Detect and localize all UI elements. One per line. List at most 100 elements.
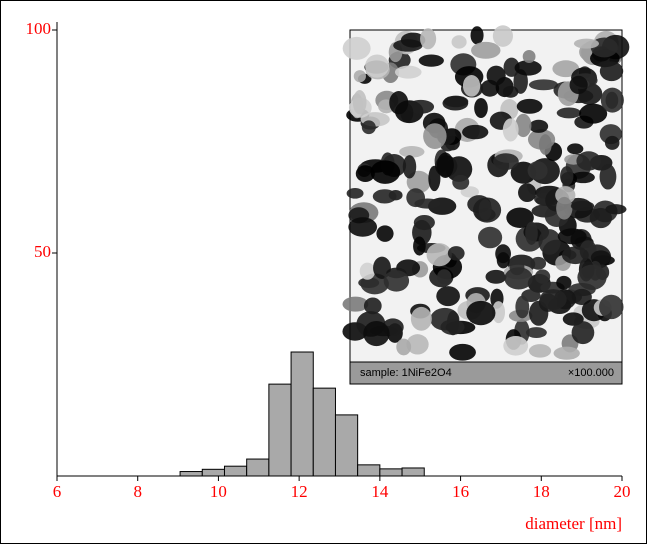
micrograph-particle — [573, 38, 599, 49]
micrograph-particle — [604, 135, 620, 150]
micrograph-particle — [556, 107, 582, 119]
bar — [357, 464, 381, 477]
micrograph-particle — [553, 346, 580, 360]
micrograph-particle — [525, 327, 547, 339]
micrograph-particle — [410, 306, 432, 331]
micrograph-particle — [529, 119, 549, 133]
micrograph-particle — [447, 246, 465, 261]
micrograph-particle — [599, 294, 624, 320]
micrograph-particle — [443, 95, 469, 108]
bar — [334, 414, 359, 477]
micrograph-particle — [557, 228, 587, 245]
micrograph-particle — [346, 187, 364, 199]
micrograph-particle — [503, 335, 529, 356]
micrograph-particle — [504, 267, 533, 290]
micrograph-particle — [599, 163, 617, 190]
micrograph-particle — [561, 246, 589, 265]
micrograph-particle — [460, 186, 479, 198]
micrograph-particle — [579, 103, 608, 124]
micrograph-particle — [394, 65, 422, 79]
micrograph-particle — [353, 70, 366, 83]
x-tick-label: 14 — [371, 482, 389, 501]
micrograph-particle — [428, 165, 441, 192]
micrograph-particle — [514, 60, 542, 76]
micrograph-particle — [436, 152, 454, 178]
micrograph-particles — [342, 25, 630, 361]
micrograph-particle — [348, 217, 378, 237]
micrograph-particle — [516, 98, 543, 114]
micrograph-particle — [359, 262, 376, 280]
micrograph-particle — [474, 97, 488, 119]
micrograph-particle — [522, 50, 536, 63]
micrograph-particle — [589, 207, 612, 229]
bar — [379, 468, 403, 477]
micrograph-particle — [515, 113, 532, 138]
micrograph-particle — [462, 75, 481, 97]
bar — [246, 458, 270, 477]
micrograph-particle — [452, 174, 470, 190]
micrograph-particle — [406, 188, 426, 208]
inset-micrograph: sample: 1NiFe2O4 ×100.000 — [342, 25, 630, 385]
x-tick-label: 12 — [291, 482, 308, 501]
micrograph-particle — [518, 183, 537, 203]
micrograph-particle — [399, 145, 425, 158]
micrograph-particle — [389, 91, 409, 115]
micrograph-particle — [513, 69, 528, 94]
micrograph-particle — [560, 166, 574, 186]
micrograph-particle — [363, 297, 382, 315]
micrograph-particle — [466, 300, 496, 326]
micrograph-particle — [418, 54, 444, 67]
micrograph-particle — [552, 60, 580, 78]
micrograph-particle — [423, 123, 447, 150]
micrograph-particle — [515, 295, 530, 319]
micrograph-particle — [556, 196, 573, 220]
micrograph-particle — [571, 171, 595, 184]
inset-magnification: ×100.000 — [568, 367, 614, 379]
bar — [179, 471, 203, 477]
micrograph-particle — [528, 344, 552, 358]
micrograph-particle — [534, 269, 551, 284]
micrograph-particle — [449, 343, 476, 361]
micrograph-particle — [571, 288, 592, 306]
micrograph-particle — [567, 143, 584, 155]
micrograph-particle — [506, 207, 534, 228]
micrograph-particle — [372, 189, 397, 204]
micrograph-particle — [538, 229, 561, 255]
y-tick-label: 50 — [34, 242, 51, 261]
bar — [223, 465, 248, 477]
bar — [401, 467, 425, 477]
micrograph-particle — [342, 296, 369, 312]
caption-bar — [349, 361, 623, 385]
micrograph-particle — [599, 61, 624, 82]
micrograph-particle — [570, 200, 595, 212]
bar — [312, 387, 336, 477]
micrograph-particle — [527, 161, 548, 181]
micrograph-particle — [528, 79, 559, 91]
micrograph-particle — [436, 286, 460, 307]
micrograph-particle — [400, 32, 426, 48]
micrograph-particle — [363, 320, 390, 347]
micrograph-particle — [485, 269, 507, 284]
micrograph-particle — [413, 236, 426, 256]
micrograph-particle — [539, 289, 567, 310]
micrograph-particle — [365, 54, 390, 78]
micrograph-particle — [571, 321, 595, 345]
micrograph-particle — [605, 204, 627, 215]
x-tick-label: 6 — [53, 482, 62, 501]
micrograph-particle — [413, 214, 435, 231]
micrograph-particle — [530, 256, 547, 270]
micrograph-particle — [502, 118, 519, 142]
micrograph-particle — [576, 151, 601, 171]
micrograph-particle — [451, 35, 467, 49]
x-tick-label: 18 — [533, 482, 550, 501]
micrograph-particle — [492, 301, 506, 324]
micrograph-particle — [577, 264, 607, 290]
micrograph-particle — [407, 99, 435, 114]
micrograph-particle — [376, 225, 394, 242]
micrograph-particle — [496, 252, 510, 269]
x-tick-label: 20 — [614, 482, 631, 501]
micrograph-particle — [342, 36, 371, 60]
micrograph-particle — [538, 134, 552, 155]
